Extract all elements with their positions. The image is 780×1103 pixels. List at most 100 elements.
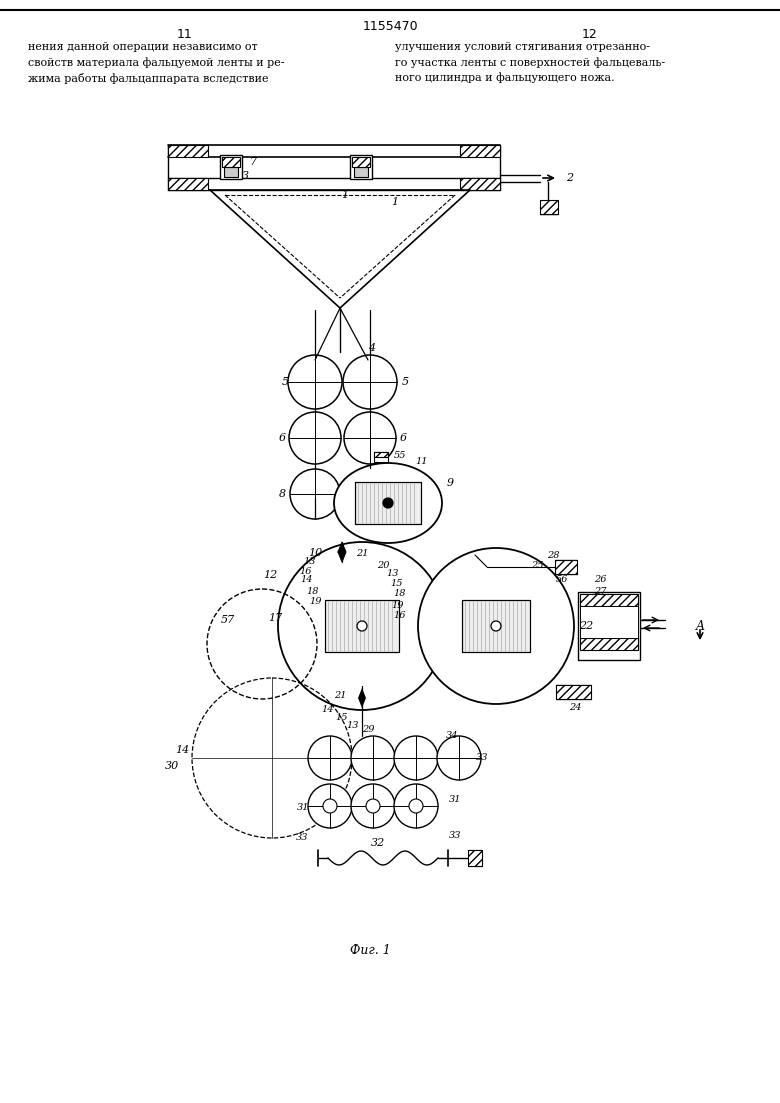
Polygon shape xyxy=(338,542,346,563)
Text: 14: 14 xyxy=(301,576,314,585)
Text: 28: 28 xyxy=(547,552,559,560)
Text: 14: 14 xyxy=(321,706,335,715)
Circle shape xyxy=(409,799,423,813)
Text: 6: 6 xyxy=(399,433,406,443)
Text: 12: 12 xyxy=(263,570,277,580)
Text: 24: 24 xyxy=(569,704,581,713)
Text: 16: 16 xyxy=(394,611,406,621)
Text: 11: 11 xyxy=(416,458,428,467)
Text: 57: 57 xyxy=(221,615,235,625)
Text: 1: 1 xyxy=(392,197,399,207)
Text: 33: 33 xyxy=(476,753,488,762)
Text: 18: 18 xyxy=(307,587,319,596)
Bar xyxy=(460,144,500,157)
Bar xyxy=(580,606,638,638)
Bar xyxy=(220,156,242,179)
Text: 2: 2 xyxy=(566,173,573,183)
Text: 19: 19 xyxy=(392,600,404,610)
Text: 5: 5 xyxy=(282,377,289,387)
Ellipse shape xyxy=(334,463,442,543)
Circle shape xyxy=(394,736,438,780)
Text: 15: 15 xyxy=(335,714,348,722)
Text: 31: 31 xyxy=(296,803,309,813)
Circle shape xyxy=(383,497,393,508)
Bar xyxy=(462,600,530,652)
Text: 9: 9 xyxy=(446,478,453,488)
Text: 13: 13 xyxy=(387,569,399,578)
Circle shape xyxy=(278,542,446,710)
Circle shape xyxy=(394,784,438,828)
Bar xyxy=(168,144,208,157)
Text: 13: 13 xyxy=(347,721,360,730)
Bar xyxy=(355,482,421,524)
Text: 21: 21 xyxy=(334,690,346,699)
Polygon shape xyxy=(358,688,366,708)
Text: 8: 8 xyxy=(278,489,285,499)
Text: 26: 26 xyxy=(594,576,606,585)
Text: 16: 16 xyxy=(300,567,312,576)
Bar xyxy=(580,595,638,606)
Bar xyxy=(468,850,482,866)
Bar xyxy=(325,600,399,652)
Text: 19: 19 xyxy=(310,598,322,607)
Text: 6: 6 xyxy=(278,433,285,443)
Text: 17: 17 xyxy=(268,613,282,623)
Bar xyxy=(540,200,558,214)
Circle shape xyxy=(351,784,395,828)
Text: 31: 31 xyxy=(448,795,461,804)
Bar xyxy=(460,178,500,190)
Bar xyxy=(580,638,638,650)
Circle shape xyxy=(418,548,574,704)
Circle shape xyxy=(308,736,352,780)
Text: 12: 12 xyxy=(582,28,598,41)
Bar xyxy=(354,167,368,176)
Circle shape xyxy=(351,736,395,780)
Text: 22: 22 xyxy=(579,621,593,631)
Bar xyxy=(168,178,208,190)
Circle shape xyxy=(491,621,501,631)
Bar xyxy=(556,685,591,699)
Bar xyxy=(462,600,530,652)
Bar xyxy=(355,482,421,524)
Text: 55: 55 xyxy=(394,450,406,460)
Circle shape xyxy=(308,784,352,828)
Circle shape xyxy=(323,799,337,813)
Bar xyxy=(224,167,238,176)
Text: 13: 13 xyxy=(303,557,316,567)
Text: 33: 33 xyxy=(448,832,461,840)
Text: 3: 3 xyxy=(242,171,249,181)
Text: 21: 21 xyxy=(356,549,368,558)
Bar xyxy=(374,452,388,462)
Text: 32: 32 xyxy=(370,838,385,848)
Circle shape xyxy=(357,621,367,631)
Text: 56: 56 xyxy=(555,576,569,585)
Text: 34: 34 xyxy=(445,731,459,740)
Text: 14: 14 xyxy=(175,745,189,754)
Bar xyxy=(222,157,240,167)
Text: 1155470: 1155470 xyxy=(362,20,418,33)
Bar xyxy=(555,560,577,574)
Text: 29: 29 xyxy=(362,726,374,735)
Bar xyxy=(374,452,388,457)
Text: 20: 20 xyxy=(377,561,389,570)
Text: 7: 7 xyxy=(250,157,257,167)
Text: 33: 33 xyxy=(296,834,308,843)
Text: 5: 5 xyxy=(402,377,409,387)
Text: 4: 4 xyxy=(368,343,375,353)
Text: 27: 27 xyxy=(594,588,606,597)
Text: 25: 25 xyxy=(530,560,543,569)
Text: 30: 30 xyxy=(165,761,179,771)
Bar xyxy=(352,157,370,167)
Bar xyxy=(350,156,372,179)
Text: 1: 1 xyxy=(342,190,349,200)
Text: Фиг. 1: Фиг. 1 xyxy=(349,944,390,957)
Bar xyxy=(578,592,640,660)
Circle shape xyxy=(437,736,481,780)
Text: улучшения условий стягивания отрезанно-
го участка ленты с поверхностей фальцева: улучшения условий стягивания отрезанно- … xyxy=(395,42,665,83)
Bar xyxy=(325,600,399,652)
Text: нения данной операции независимо от
свойств материала фальцуемой ленты и ре-
жим: нения данной операции независимо от свой… xyxy=(28,42,285,84)
Text: 18: 18 xyxy=(394,589,406,599)
Text: 11: 11 xyxy=(177,28,193,41)
Text: 10: 10 xyxy=(308,548,322,558)
Circle shape xyxy=(366,799,380,813)
